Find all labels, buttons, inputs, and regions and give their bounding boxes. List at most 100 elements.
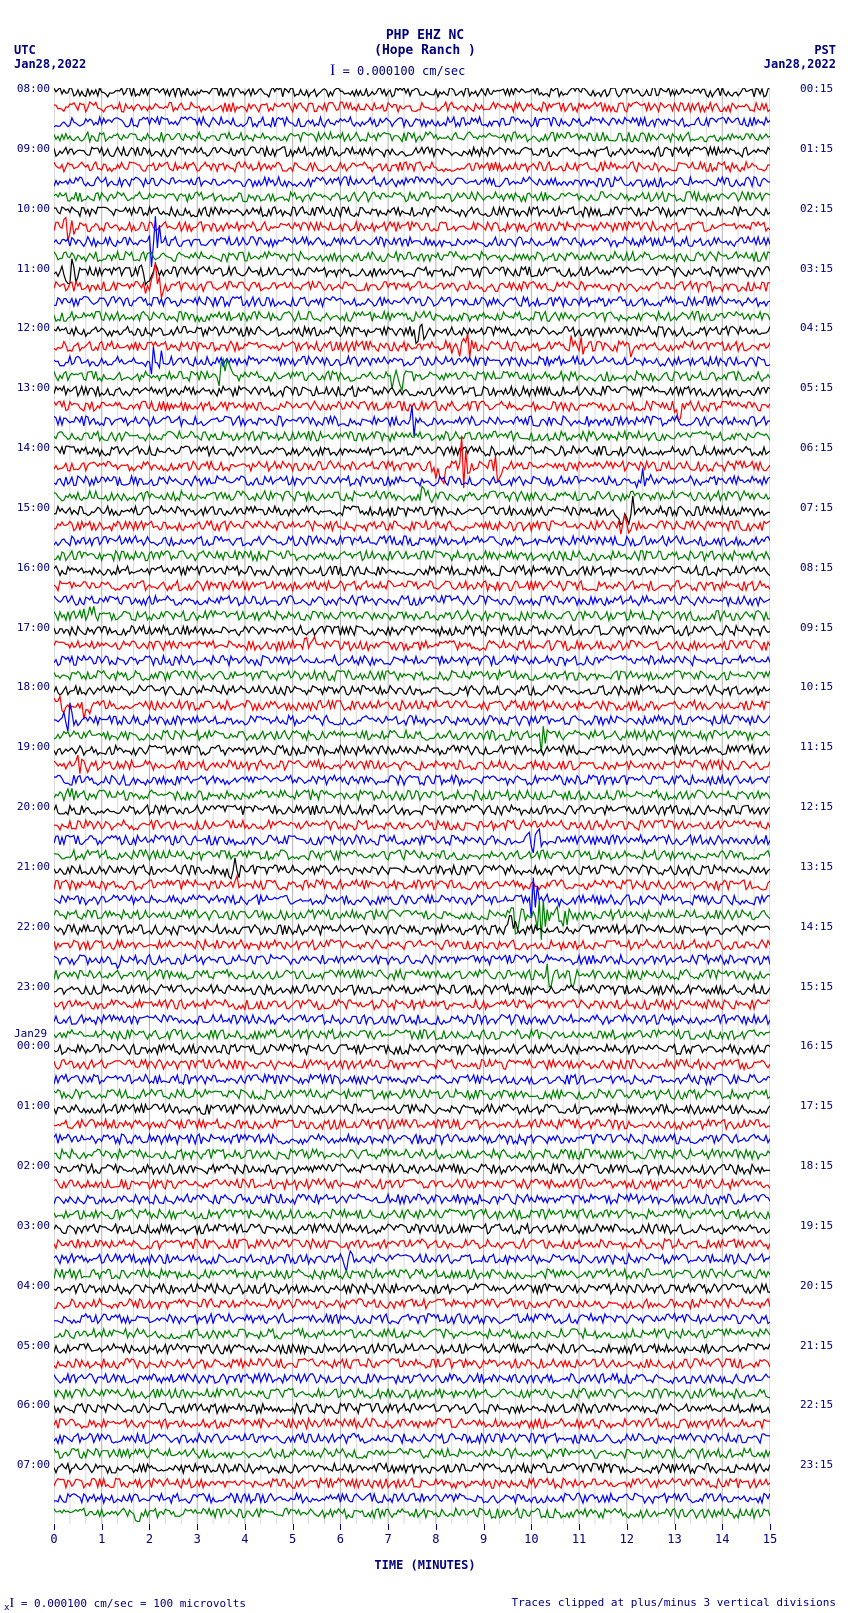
right-time-tick: 10:15 bbox=[800, 680, 836, 693]
right-time-tick: 12:15 bbox=[800, 800, 836, 813]
x-tick: 2 bbox=[146, 1532, 153, 1546]
left-tz-label: UTC bbox=[14, 43, 36, 57]
seismic-trace bbox=[54, 1389, 770, 1399]
seismic-trace bbox=[54, 324, 770, 343]
left-time-tick: 18:00 bbox=[14, 680, 50, 693]
left-time-tick: 20:00 bbox=[14, 800, 50, 813]
x-tick: 9 bbox=[480, 1532, 487, 1546]
x-tick: 4 bbox=[241, 1532, 248, 1546]
seismic-trace bbox=[54, 1508, 770, 1521]
right-time-tick: 15:15 bbox=[800, 980, 836, 993]
seismic-trace bbox=[54, 88, 770, 97]
seismic-trace bbox=[54, 626, 770, 636]
left-time-tick: 21:00 bbox=[14, 860, 50, 873]
seismic-trace bbox=[54, 1194, 770, 1204]
seismic-trace bbox=[54, 1359, 770, 1369]
seismic-trace bbox=[54, 606, 770, 620]
x-tick: 14 bbox=[715, 1532, 729, 1546]
seismic-trace bbox=[54, 1374, 770, 1384]
seismic-trace bbox=[54, 192, 770, 202]
right-time-tick: 23:15 bbox=[800, 1458, 836, 1471]
right-time-tick: 05:15 bbox=[800, 381, 836, 394]
right-time-tick: 08:15 bbox=[800, 561, 836, 574]
seismic-trace bbox=[54, 207, 770, 217]
seismic-trace bbox=[54, 1045, 770, 1055]
seismic-trace bbox=[54, 551, 770, 561]
right-time-tick: 18:15 bbox=[800, 1159, 836, 1172]
seismic-trace bbox=[54, 1314, 770, 1324]
x-tick: 3 bbox=[194, 1532, 201, 1546]
seismic-trace bbox=[54, 1344, 770, 1354]
seismic-trace bbox=[54, 446, 770, 456]
right-time-tick: 19:15 bbox=[800, 1219, 836, 1232]
left-time-tick: 22:00 bbox=[14, 920, 50, 933]
right-time-tick: 01:15 bbox=[800, 142, 836, 155]
left-time-tick: 06:00 bbox=[14, 1398, 50, 1411]
x-tick: 8 bbox=[432, 1532, 439, 1546]
left-time-tick: 16:00 bbox=[14, 561, 50, 574]
x-axis-label: TIME (MINUTES) bbox=[0, 1558, 850, 1572]
x-tick: 15 bbox=[763, 1532, 777, 1546]
seismic-trace bbox=[54, 536, 770, 546]
right-time-tick: 16:15 bbox=[800, 1039, 836, 1052]
seismic-trace bbox=[54, 1149, 770, 1159]
seismic-trace bbox=[54, 262, 770, 298]
left-time-tick: 02:00 bbox=[14, 1159, 50, 1172]
seismic-trace bbox=[54, 218, 770, 241]
footer-scale: xI = 0.000100 cm/sec = 100 microvolts bbox=[4, 1596, 246, 1613]
seismic-trace bbox=[54, 1119, 770, 1129]
seismic-trace bbox=[54, 940, 770, 950]
scale-text: = 0.000100 cm/sec bbox=[343, 64, 466, 78]
left-time-tick: 07:00 bbox=[14, 1458, 50, 1471]
seismic-trace bbox=[54, 1179, 770, 1189]
seismic-trace bbox=[54, 1060, 770, 1070]
right-time-tick: 13:15 bbox=[800, 860, 836, 873]
station-name: (Hope Ranch ) bbox=[0, 43, 850, 58]
left-time-tick: 05:00 bbox=[14, 1339, 50, 1352]
seismic-trace bbox=[54, 436, 770, 489]
right-time-tick: 02:15 bbox=[800, 202, 836, 215]
right-time-tick: 06:15 bbox=[800, 441, 836, 454]
x-tick: 12 bbox=[620, 1532, 634, 1546]
right-time-tick: 21:15 bbox=[800, 1339, 836, 1352]
seismic-trace bbox=[54, 1030, 770, 1040]
seismic-trace bbox=[54, 1493, 770, 1503]
seismic-trace bbox=[54, 1000, 770, 1010]
left-time-tick: 14:00 bbox=[14, 441, 50, 454]
seismic-trace bbox=[54, 596, 770, 606]
seismic-trace bbox=[54, 858, 770, 879]
seismic-trace bbox=[54, 916, 770, 935]
right-time-tick: 04:15 bbox=[800, 321, 836, 334]
seismic-trace bbox=[54, 820, 770, 830]
left-time-tick: 09:00 bbox=[14, 142, 50, 155]
seismic-trace bbox=[54, 566, 770, 576]
seismic-trace bbox=[54, 117, 770, 127]
seismic-trace bbox=[54, 1134, 770, 1144]
seismic-trace bbox=[54, 805, 770, 815]
seismic-trace bbox=[54, 386, 770, 396]
seismic-trace bbox=[54, 985, 770, 995]
seismic-trace bbox=[54, 1224, 770, 1234]
seismic-trace bbox=[54, 515, 770, 534]
seismic-trace bbox=[54, 1448, 770, 1458]
seismic-trace bbox=[54, 1478, 770, 1488]
seismic-trace bbox=[54, 346, 770, 374]
seismic-trace bbox=[54, 1284, 770, 1294]
right-time-tick: 03:15 bbox=[800, 262, 836, 275]
left-time-tick: 03:00 bbox=[14, 1219, 50, 1232]
seismic-trace bbox=[54, 1074, 770, 1084]
seismic-trace bbox=[54, 745, 770, 755]
x-tick: 0 bbox=[50, 1532, 57, 1546]
x-tick: 6 bbox=[337, 1532, 344, 1546]
x-tick: 5 bbox=[289, 1532, 296, 1546]
seismic-trace bbox=[54, 581, 770, 591]
seismic-trace bbox=[54, 1299, 770, 1309]
seismic-trace bbox=[54, 102, 770, 112]
seismic-trace bbox=[54, 1418, 770, 1428]
right-time-tick: 11:15 bbox=[800, 740, 836, 753]
x-tick: 13 bbox=[667, 1532, 681, 1546]
seismic-trace bbox=[54, 755, 770, 774]
left-time-tick: 10:00 bbox=[14, 202, 50, 215]
scale-label: I = 0.000100 cm/sec bbox=[330, 62, 465, 80]
left-time-tick: 15:00 bbox=[14, 501, 50, 514]
